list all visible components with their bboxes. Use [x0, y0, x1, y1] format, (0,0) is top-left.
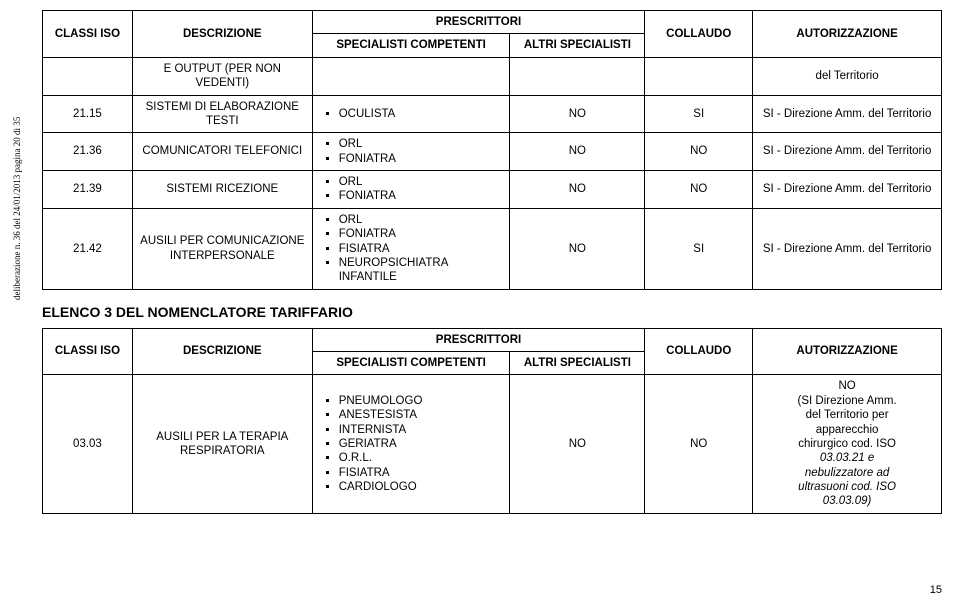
- table-2: CLASSI ISO DESCRIZIONE PRESCRITTORI COLL…: [42, 328, 942, 514]
- autorizzazione-line: NO: [838, 380, 855, 392]
- table-row: 21.42AUSILI PER COMUNICAZIONE INTERPERSO…: [43, 208, 942, 289]
- cell-autorizzazione: SI - Direzione Amm. del Territorio: [753, 133, 942, 171]
- cell-descrizione: SISTEMI DI ELABORAZIONE TESTI: [132, 95, 312, 133]
- cell-altri: NO: [510, 375, 645, 513]
- cell-autorizzazione: NO (SI Direzione Amm. del Territorio per ap…: [753, 375, 942, 513]
- cell-descrizione: COMUNICATORI TELEFONICI: [132, 133, 312, 171]
- cell-classi: [43, 57, 133, 95]
- page-number: 15: [930, 584, 942, 596]
- th2-classi: CLASSI ISO: [43, 328, 133, 375]
- cell-collaudo: SI: [645, 208, 753, 289]
- th2-collaudo: COLLAUDO: [645, 328, 753, 375]
- table-row: 21.15SISTEMI DI ELABORAZIONE TESTI OCULIS…: [43, 95, 942, 133]
- specialist-item: FONIATRA: [339, 227, 504, 241]
- cell-altri: NO: [510, 208, 645, 289]
- cell-descrizione: AUSILI PER COMUNICAZIONE INTERPERSONALE: [132, 208, 312, 289]
- cell-descrizione: AUSILI PER LA TERAPIA RESPIRATORIA: [132, 375, 312, 513]
- cell-collaudo: NO: [645, 133, 753, 171]
- specialist-item: FISIATRA: [339, 242, 504, 256]
- table-row: 21.39SISTEMI RICEZIONEORLFONIATRANONOSI …: [43, 171, 942, 209]
- cell-classi: 21.36: [43, 133, 133, 171]
- table-row: E OUTPUT (PER NON VEDENTI) del Territorio: [43, 57, 942, 95]
- cell-autorizzazione: SI - Direzione Amm. del Territorio: [753, 95, 942, 133]
- table-row: 21.36COMUNICATORI TELEFONICIORLFONIATRAN…: [43, 133, 942, 171]
- th2-specialisti-comp: SPECIALISTI COMPETENTI: [312, 352, 510, 375]
- cell-collaudo: SI: [645, 95, 753, 133]
- cell-altri: NO: [510, 133, 645, 171]
- th-altri: ALTRI SPECIALISTI: [510, 34, 645, 57]
- th-autorizzazione: AUTORIZZAZIONE: [753, 11, 942, 58]
- cell-specialisti: ORLFONIATRA: [312, 171, 510, 209]
- cell-classi: 21.42: [43, 208, 133, 289]
- specialist-item: FONIATRA: [339, 152, 504, 166]
- autorizzazione-line: nebulizzatore ad: [805, 467, 889, 479]
- autorizzazione-line: 03.03.09): [823, 495, 872, 507]
- cell-specialisti: OCULISTA: [312, 95, 510, 133]
- table-1: CLASSI ISO DESCRIZIONE PRESCRITTORI COLL…: [42, 10, 942, 290]
- cell-classi: 21.39: [43, 171, 133, 209]
- cell-altri: NO: [510, 95, 645, 133]
- autorizzazione-line: del Territorio per: [806, 409, 889, 421]
- cell-collaudo: NO: [645, 171, 753, 209]
- cell-collaudo: [645, 57, 753, 95]
- cell-autorizzazione: SI - Direzione Amm. del Territorio: [753, 208, 942, 289]
- specialist-item: GERIATRA: [339, 437, 504, 451]
- cell-specialisti: ORLFONIATRA: [312, 133, 510, 171]
- cell-altri: [510, 57, 645, 95]
- table-1-header-row-1: CLASSI ISO DESCRIZIONE PRESCRITTORI COLL…: [43, 11, 942, 34]
- autorizzazione-line: ultrasuoni cod. ISO: [798, 481, 896, 493]
- th2-autorizzazione: AUTORIZZAZIONE: [753, 328, 942, 375]
- th2-descrizione: DESCRIZIONE: [132, 328, 312, 375]
- specialist-item: CARDIOLOGO: [339, 480, 504, 494]
- specialist-item: OCULISTA: [339, 107, 504, 121]
- page-content: CLASSI ISO DESCRIZIONE PRESCRITTORI COLL…: [42, 10, 942, 514]
- specialist-item: O.R.L.: [339, 451, 504, 465]
- autorizzazione-line: chirurgico cod. ISO: [798, 438, 896, 450]
- specialist-item: ORL: [339, 137, 504, 151]
- table-row: 03.03AUSILI PER LA TERAPIA RESPIRATORIAP…: [43, 375, 942, 513]
- section-title: ELENCO 3 DEL NOMENCLATORE TARIFFARIO: [42, 304, 942, 320]
- cell-classi: 03.03: [43, 375, 133, 513]
- cell-specialisti: [312, 57, 510, 95]
- specialist-item: ANESTESISTA: [339, 408, 504, 422]
- th-prescrittori: PRESCRITTORI: [312, 11, 645, 34]
- cell-specialisti: PNEUMOLOGOANESTESISTAINTERNISTAGERIATRAO…: [312, 375, 510, 513]
- table-2-header-row-1: CLASSI ISO DESCRIZIONE PRESCRITTORI COLL…: [43, 328, 942, 351]
- specialist-item: FISIATRA: [339, 466, 504, 480]
- cell-autorizzazione: SI - Direzione Amm. del Territorio: [753, 171, 942, 209]
- specialist-item: PNEUMOLOGO: [339, 394, 504, 408]
- specialist-item: FONIATRA: [339, 189, 504, 203]
- th-collaudo: COLLAUDO: [645, 11, 753, 58]
- cell-autorizzazione: del Territorio: [753, 57, 942, 95]
- cell-descrizione: SISTEMI RICEZIONE: [132, 171, 312, 209]
- sidebar-pagination: deliberazione n. 36 del 24/01/2013 pagin…: [12, 117, 22, 300]
- cell-descrizione: E OUTPUT (PER NON VEDENTI): [132, 57, 312, 95]
- cell-specialisti: ORLFONIATRAFISIATRANEUROPSICHIATRA INFAN…: [312, 208, 510, 289]
- th2-prescrittori: PRESCRITTORI: [312, 328, 645, 351]
- specialist-item: ORL: [339, 175, 504, 189]
- th2-altri: ALTRI SPECIALISTI: [510, 352, 645, 375]
- cell-classi: 21.15: [43, 95, 133, 133]
- autorizzazione-line: (SI Direzione Amm.: [798, 395, 897, 407]
- specialist-item: ORL: [339, 213, 504, 227]
- cell-altri: NO: [510, 171, 645, 209]
- th-descrizione: DESCRIZIONE: [132, 11, 312, 58]
- cell-collaudo: NO: [645, 375, 753, 513]
- th-classi: CLASSI ISO: [43, 11, 133, 58]
- specialist-item: NEUROPSICHIATRA INFANTILE: [339, 256, 504, 285]
- autorizzazione-line: 03.03.21 e: [820, 452, 874, 464]
- th-specialisti-comp: SPECIALISTI COMPETENTI: [312, 34, 510, 57]
- autorizzazione-line: apparecchio: [816, 424, 879, 436]
- specialist-item: INTERNISTA: [339, 423, 504, 437]
